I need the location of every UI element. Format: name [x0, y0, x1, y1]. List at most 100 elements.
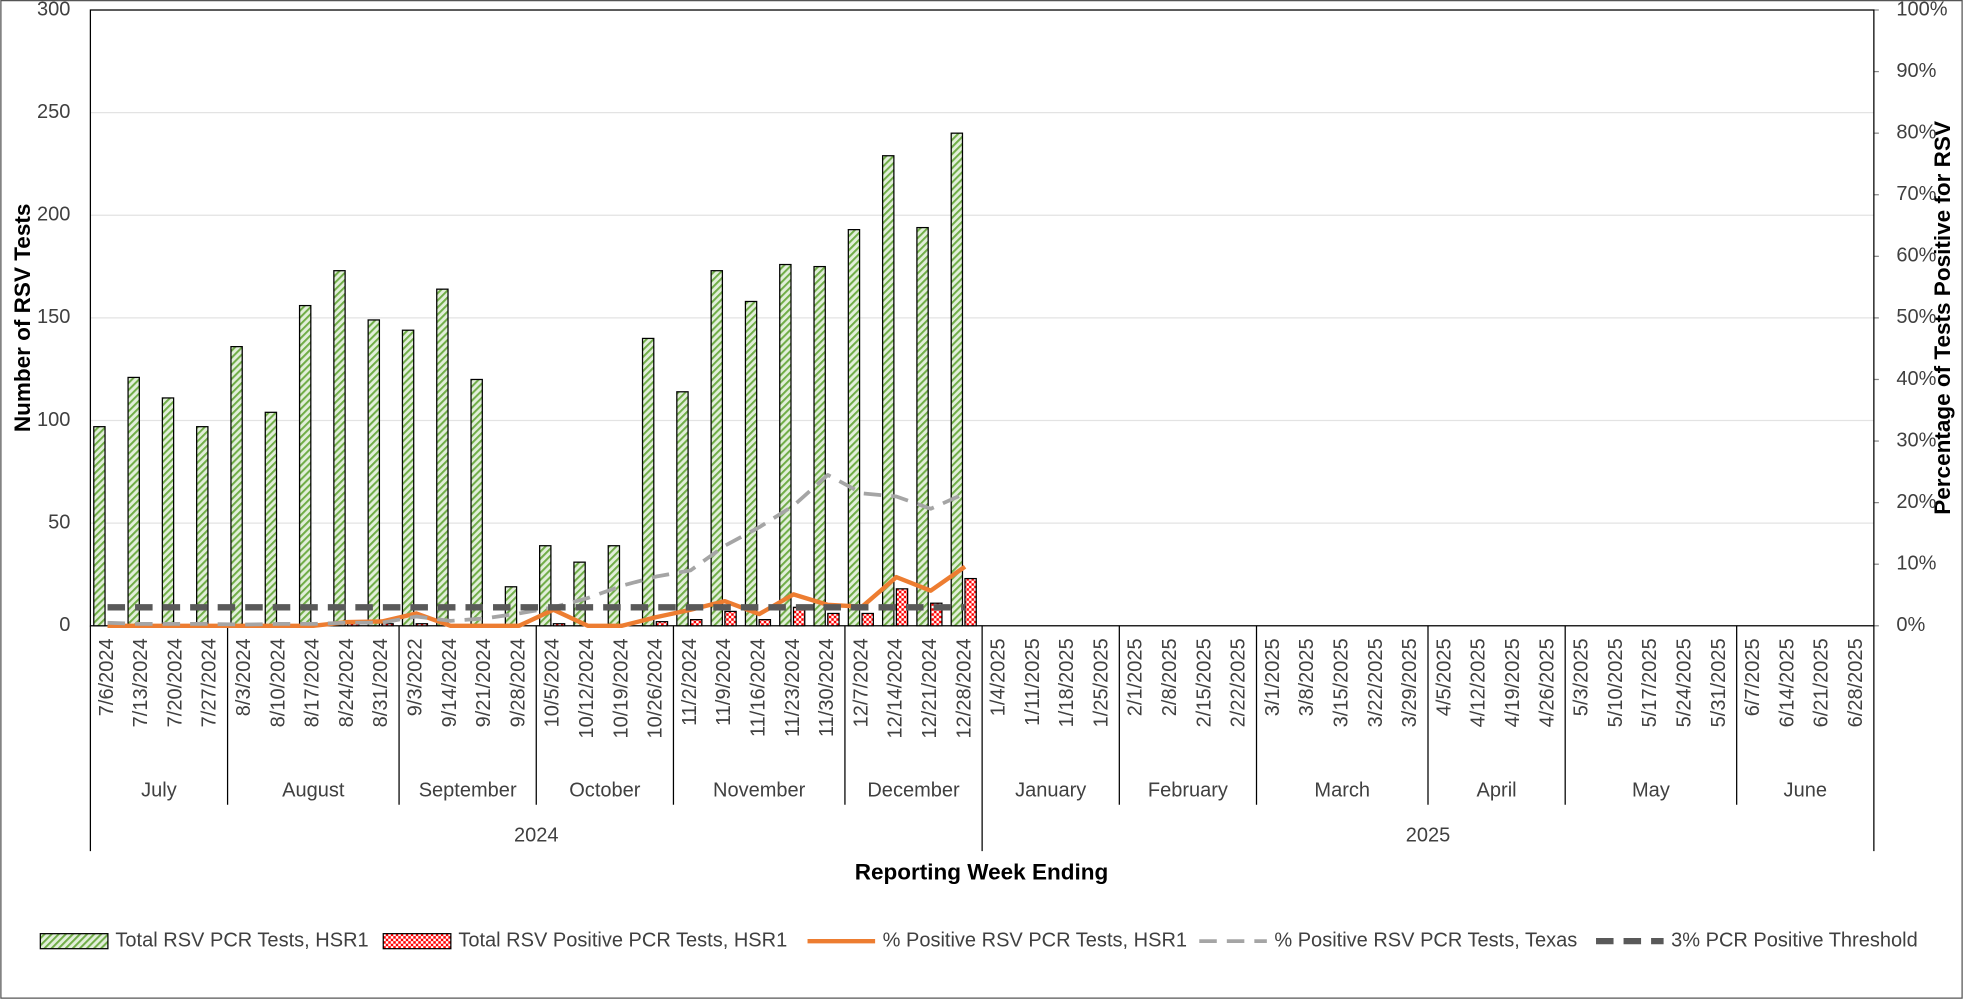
bar: [895, 588, 909, 627]
bar: [827, 612, 840, 627]
month-label: July: [141, 779, 177, 801]
bar: [367, 319, 381, 627]
x-tick-label: 5/17/2025: [1639, 638, 1661, 727]
x-tick-label: 7/27/2024: [199, 638, 221, 727]
x-tick-label: 5/3/2025: [1571, 638, 1593, 716]
y2-tick-label: 50%: [1896, 306, 1936, 328]
bar: [401, 329, 415, 627]
bar: [916, 226, 929, 627]
month-label: September: [419, 779, 517, 801]
bar: [950, 132, 964, 627]
bar: [964, 577, 977, 627]
x-tick-label: 9/28/2024: [507, 638, 529, 727]
bar: [710, 270, 724, 627]
bar: [436, 288, 449, 627]
x-tick-label: 3/8/2025: [1296, 638, 1318, 716]
bar: [539, 545, 552, 627]
y-tick-label: 200: [37, 204, 70, 226]
bar: [744, 300, 758, 627]
legend-label: Total RSV PCR Tests, HSR1: [115, 929, 368, 951]
y-tick-label: 0: [59, 614, 70, 636]
month-label: March: [1314, 779, 1370, 801]
year-label: 2024: [514, 824, 559, 846]
month-label: April: [1477, 779, 1517, 801]
x-tick-label: 12/28/2024: [953, 638, 975, 738]
x-tick-label: 7/6/2024: [96, 638, 118, 716]
bar: [93, 426, 106, 627]
x-tick-label: 2/8/2025: [1159, 638, 1181, 716]
y2-tick-label: 100%: [1896, 0, 1947, 20]
x-tick-label: 12/14/2024: [885, 638, 907, 738]
x-tick-label: 11/16/2024: [747, 638, 769, 737]
year-label: 2025: [1406, 824, 1451, 846]
bar: [813, 265, 826, 627]
x-tick-label: 4/5/2025: [1433, 638, 1455, 716]
month-label: November: [713, 779, 806, 801]
bar: [470, 378, 483, 627]
x-tick-label: 8/17/2024: [302, 638, 324, 727]
bar: [847, 229, 861, 627]
x-tick-label: 6/21/2025: [1811, 638, 1833, 727]
x-tick-label: 6/7/2025: [1742, 638, 1764, 716]
x-tick-label: 4/19/2025: [1502, 638, 1524, 727]
bar: [607, 545, 621, 627]
bar: [724, 610, 737, 627]
legend-swatch: [39, 933, 109, 950]
x-tick-label: 9/21/2024: [473, 638, 495, 727]
x-tick-label: 4/12/2025: [1468, 638, 1490, 727]
x-tick-label: 11/9/2024: [713, 638, 735, 726]
y2-tick-label: 70%: [1896, 183, 1936, 205]
month-label: January: [1015, 779, 1086, 801]
month-label: October: [569, 779, 641, 801]
x-tick-label: 11/30/2024: [816, 638, 838, 737]
bar: [333, 270, 346, 627]
legend-label: 3% PCR Positive Threshold: [1671, 929, 1918, 951]
bar: [779, 263, 792, 627]
bar: [264, 411, 278, 627]
x-tick-label: 5/10/2025: [1605, 638, 1627, 727]
bar: [655, 621, 669, 627]
x-tick-label: 7/20/2024: [164, 638, 186, 727]
x-axis-title: Reporting Week Ending: [855, 860, 1109, 885]
y2-tick-label: 10%: [1896, 552, 1936, 574]
legend-label: % Positive RSV PCR Tests, Texas: [1274, 929, 1577, 951]
y-tick-label: 100: [37, 409, 70, 431]
bar: [415, 623, 429, 627]
x-tick-label: 10/19/2024: [610, 638, 632, 738]
x-tick-label: 3/22/2025: [1365, 638, 1387, 727]
y2-tick-label: 40%: [1896, 368, 1936, 390]
x-tick-label: 5/24/2025: [1674, 638, 1696, 727]
x-tick-label: 1/25/2025: [1090, 638, 1112, 727]
x-tick-label: 6/14/2025: [1776, 638, 1798, 727]
x-tick-label: 7/13/2024: [130, 638, 152, 727]
x-tick-label: 3/29/2025: [1399, 638, 1421, 727]
bar: [881, 155, 895, 627]
x-tick-label: 2/15/2025: [1193, 638, 1215, 727]
x-tick-label: 12/21/2024: [919, 638, 941, 738]
month-label: May: [1632, 779, 1670, 801]
x-tick-label: 1/11/2025: [1022, 638, 1044, 726]
bar: [861, 612, 874, 627]
y-axis-title: Number of RSV Tests: [10, 204, 35, 433]
y2-tick-label: 80%: [1896, 121, 1936, 143]
x-tick-label: 11/2/2024: [679, 638, 701, 726]
y-tick-label: 300: [37, 0, 70, 20]
x-tick-label: 10/26/2024: [645, 638, 667, 738]
x-tick-label: 10/5/2024: [542, 638, 564, 727]
month-label: February: [1148, 779, 1228, 801]
bar: [161, 397, 175, 627]
bar: [573, 561, 586, 627]
x-tick-label: 12/7/2024: [850, 638, 872, 727]
bar: [641, 337, 655, 627]
x-tick-label: 8/3/2024: [233, 638, 255, 716]
x-tick-label: 2/1/2025: [1125, 638, 1147, 716]
bar: [298, 304, 312, 627]
x-tick-label: 6/28/2025: [1845, 638, 1867, 727]
bar: [676, 391, 689, 627]
bar: [930, 602, 943, 627]
y2-tick-label: 20%: [1896, 491, 1936, 513]
x-tick-label: 8/31/2024: [370, 638, 392, 727]
y-tick-label: 50: [48, 511, 70, 533]
